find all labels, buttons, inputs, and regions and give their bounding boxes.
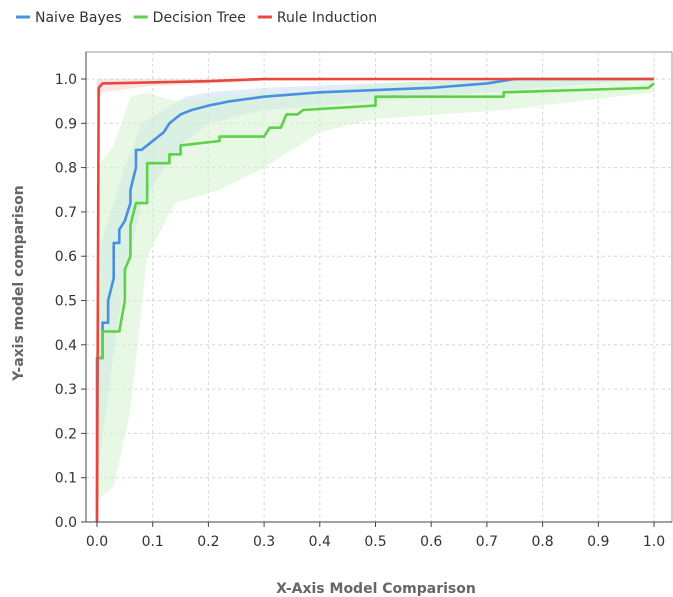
decision-tree-band <box>97 79 654 500</box>
y-ticks: 0.0 0.1 0.2 0.3 0.4 0.5 0.6 0.7 0.8 0.9 1.0 <box>55 72 86 531</box>
legend-item-rule-induction: Rule Induction <box>257 10 377 26</box>
y-tick-label: 0.2 <box>55 426 77 442</box>
x-tick-label: 0.5 <box>364 534 386 550</box>
y-axis-title: Y-axis model comparison <box>11 185 27 381</box>
x-tick-label: 0.9 <box>587 534 609 550</box>
y-tick-label: 0.4 <box>55 338 77 354</box>
legend-item-naive-bayes: Naive Bayes <box>16 10 122 26</box>
x-tick-label: 0.1 <box>142 534 164 550</box>
x-tick-label: 0.7 <box>476 534 498 550</box>
y-tick-label: 0.0 <box>55 515 77 531</box>
y-tick-label: 0.5 <box>55 294 77 310</box>
y-tick-label: 0.3 <box>55 382 77 398</box>
y-tick-label: 0.1 <box>55 471 77 487</box>
x-tick-label: 0.2 <box>197 534 219 550</box>
x-ticks: 0.0 0.1 0.2 0.3 0.4 0.5 0.6 0.7 0.8 0.9 1.0 <box>86 522 665 550</box>
rule-induction-line <box>95 77 654 523</box>
y-tick-label: 1.0 <box>55 72 77 88</box>
x-tick-label: 0.6 <box>420 534 442 550</box>
y-tick-label: 0.8 <box>55 161 77 177</box>
legend-label: Naive Bayes <box>35 10 122 26</box>
x-tick-label: 0.3 <box>253 534 275 550</box>
y-tick-label: 0.7 <box>55 205 77 221</box>
y-tick-label: 0.6 <box>55 249 77 265</box>
x-axis-title: X-Axis Model Comparison <box>276 581 476 597</box>
legend-label: Rule Induction <box>277 10 377 26</box>
series-lines <box>95 77 655 523</box>
legend-label: Decision Tree <box>153 10 246 26</box>
x-tick-label: 0.4 <box>309 534 331 550</box>
x-tick-label: 1.0 <box>643 534 665 550</box>
legend: Naive Bayes Decision Tree Rule Induction <box>16 10 377 26</box>
x-tick-label: 0.8 <box>531 534 553 550</box>
naive-bayes-line <box>95 77 654 522</box>
x-tick-label: 0.0 <box>86 534 108 550</box>
decision-tree-line <box>97 82 655 360</box>
y-tick-label: 0.9 <box>55 116 77 132</box>
legend-item-decision-tree: Decision Tree <box>133 10 246 26</box>
